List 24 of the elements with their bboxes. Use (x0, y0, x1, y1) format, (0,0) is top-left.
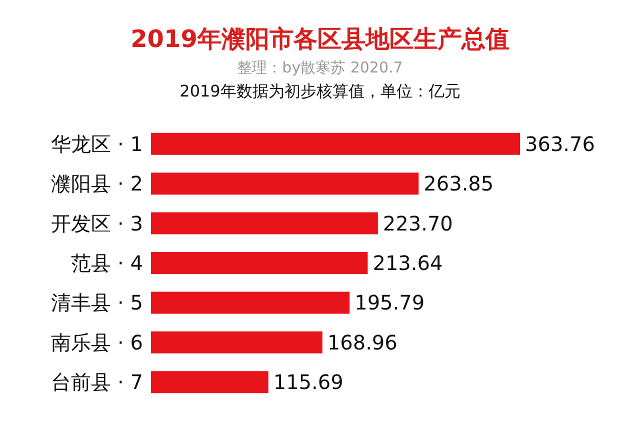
bar (151, 252, 368, 274)
data-label: 213.64 (372, 251, 443, 275)
bar (151, 331, 322, 354)
y-tick-label: 濮阳县 · 2 (51, 172, 143, 196)
data-label: 195.79 (354, 290, 425, 315)
bar (151, 292, 350, 314)
data-label: 223.70 (382, 211, 453, 236)
data-label: 363.76 (525, 132, 595, 156)
y-tick-label: 范县 · 4 (71, 251, 143, 275)
bar (151, 212, 378, 234)
y-tick-label: 华龙区 · 1 (51, 132, 143, 156)
data-label: 115.69 (273, 370, 344, 394)
bar (151, 132, 520, 155)
y-tick-label: 清丰县 · 5 (51, 290, 143, 315)
y-tick-label: 台前县 · 7 (51, 370, 143, 394)
text: 2019年数据为初步核算值，单位：亿元 (180, 82, 460, 100)
chart-title: 2019年濮阳市各区县地区生产总值 (130, 25, 510, 53)
bar (151, 371, 268, 394)
chart-subtitle: 整理：by散寒苏 2020.7 (237, 58, 403, 76)
y-tick-label: 开发区 · 3 (51, 211, 143, 236)
bar (151, 172, 419, 195)
y-tick-label: 南乐县 · 6 (51, 330, 143, 354)
data-label: 263.85 (424, 172, 494, 196)
data-label: 168.96 (327, 330, 398, 354)
